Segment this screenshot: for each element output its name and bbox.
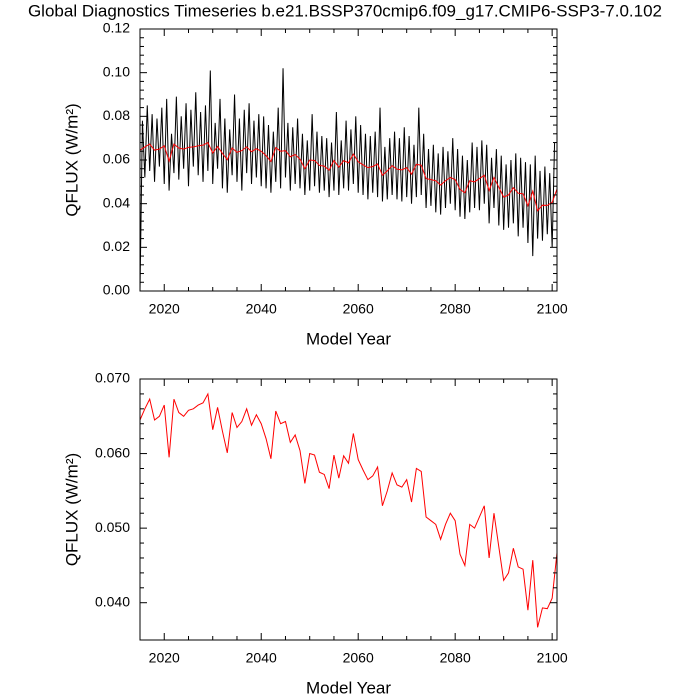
x-tick-label: 2040: [246, 301, 277, 317]
y-axis-label: QFLUX (W/m²): [62, 453, 81, 566]
x-axis-label: Model Year: [306, 678, 391, 697]
data-line: [139, 392, 558, 628]
x-tick-label: 2080: [440, 301, 471, 317]
y-tick-label: 0.060: [95, 444, 130, 460]
y-tick-label: 0.050: [95, 519, 130, 535]
y-tick-label: 0.04: [103, 194, 130, 210]
x-tick-label: 2060: [343, 301, 374, 317]
x-tick-label: 2020: [149, 650, 180, 666]
y-tick-label: 0.10: [103, 63, 130, 79]
y-tick-label: 0.070: [95, 370, 130, 386]
x-tick-label: 2060: [343, 650, 374, 666]
x-tick-label: 2080: [440, 650, 471, 666]
y-tick-label: 0.040: [95, 593, 130, 609]
y-tick-label: 0.00: [103, 282, 130, 298]
x-tick-label: 2040: [246, 650, 277, 666]
y-tick-label: 0.02: [103, 238, 130, 254]
y-tick-label: 0.06: [103, 151, 130, 167]
y-tick-label: 0.12: [103, 20, 130, 36]
x-axis-label: Model Year: [306, 329, 391, 348]
y-axis-label: QFLUX (W/m²): [62, 103, 81, 216]
chart-title: Global Diagnostics Timeseries b.e21.BSSP…: [28, 1, 662, 20]
data-line: [139, 68, 556, 292]
y-tick-label: 0.08: [103, 107, 130, 123]
x-tick-label: 2100: [537, 650, 568, 666]
x-tick-label: 2100: [537, 301, 568, 317]
plot-frame: [139, 378, 558, 641]
x-tick-label: 2020: [149, 301, 180, 317]
data-line: [139, 141, 558, 212]
